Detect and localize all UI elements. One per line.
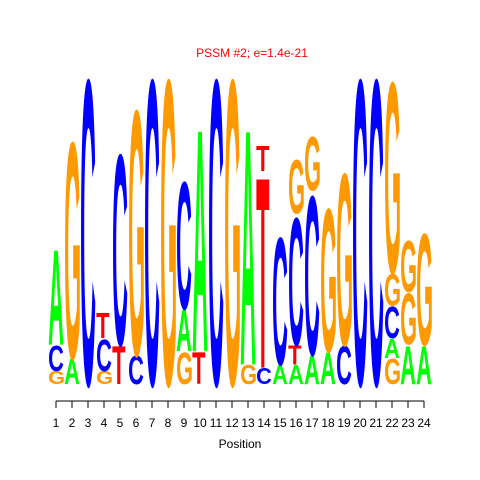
logo-letter-pos14-2: T — [256, 139, 270, 179]
logo-letter-pos11-0: C — [208, 0, 224, 477]
x-tick-label-22: 22 — [385, 416, 399, 430]
logo-letter-pos17-1: C — [304, 150, 320, 403]
x-tick-label-10: 10 — [193, 416, 207, 430]
logo-letter-pos2-0: A — [64, 352, 80, 392]
logo-letter-pos16-2: C — [288, 182, 304, 384]
x-tick-label-12: 12 — [225, 416, 239, 430]
x-tick-label-24: 24 — [417, 416, 431, 430]
logo-letter-pos10-1: A — [192, 62, 208, 419]
x-tick-label-15: 15 — [273, 416, 287, 430]
logo-letter-pos5-1: C — [112, 98, 128, 404]
logo-letter-pos16-3: G — [288, 145, 305, 231]
logo-letter-pos19-0: C — [336, 334, 352, 396]
x-tick-label-16: 16 — [289, 416, 303, 430]
logo-letter-pos9-1: A — [176, 299, 192, 364]
logo-letter-pos15-0: A — [272, 361, 288, 391]
logo-letter-pos15-1: C — [272, 201, 288, 403]
x-axis: 1 2 3 4 5 6 7 8 9 10 11 12 13 14 15 16 17 18 19 20 21 22 23 24 — [53, 400, 431, 430]
x-tick-label-5: 5 — [117, 416, 124, 430]
logo-letter-pos13-1: A — [240, 59, 256, 436]
x-tick-label-20: 20 — [353, 416, 367, 430]
logo-letter-pos7-0: C — [144, 0, 160, 477]
logo-letter-pos8-0: G — [160, 0, 177, 477]
logo-letter-pos13-0: G — [240, 361, 257, 391]
x-tick-label-8: 8 — [165, 416, 172, 430]
logo-letter-pos5-0: T — [112, 334, 125, 396]
logo-letter-pos22-4: G — [384, 26, 401, 332]
x-tick-label-2: 2 — [69, 416, 76, 430]
logo-letter-pos4-1: C — [96, 330, 112, 381]
logo-letter-pos23-0: A — [400, 334, 416, 396]
x-tick-label-23: 23 — [401, 416, 415, 430]
logo-letter-pos16-1: T — [288, 341, 301, 371]
logo-letter-pos17-0: A — [304, 347, 320, 393]
logo-letter-pos1-1: C — [48, 339, 64, 379]
x-tick-label-11: 11 — [210, 416, 223, 430]
logo-letter-pos21-0: C — [368, 0, 384, 477]
x-tick-label-19: 19 — [337, 416, 351, 430]
x-tick-label-13: 13 — [241, 416, 255, 430]
x-axis-label: Position — [219, 437, 262, 451]
logo-letter-pos24-1: G — [416, 202, 433, 380]
logo-letter-pos9-0: G — [176, 343, 193, 394]
logo-letter-pos16-0: A — [288, 361, 304, 391]
x-tick-label-4: 4 — [101, 416, 108, 430]
logo-letter-pos1-0: G — [48, 369, 65, 389]
logo-letter-pos23-2: G — [400, 227, 417, 308]
logo-letter-pos4-0: G — [96, 369, 113, 389]
logo-letter-pos19-1: G — [336, 123, 353, 398]
logo-letter-pos24-0: A — [416, 334, 432, 396]
logo-letter-pos20-0: C — [352, 0, 368, 477]
chart-title: PSSM #2; e=1.4e-21 — [196, 46, 308, 60]
logo-letter-pos17-2: G — [304, 122, 321, 208]
logo-letter-pos6-1: G — [128, 37, 145, 429]
logo-letter-pos18-1: G — [320, 166, 337, 395]
x-tick-label-7: 7 — [149, 416, 156, 430]
logo-letter-pos14-0: C — [256, 364, 272, 390]
logo-letter-pos4-2: T — [96, 307, 110, 347]
x-tick-label-3: 3 — [85, 416, 92, 430]
logo-letter-pos22-0: G — [384, 352, 401, 392]
x-tick-label-14: 14 — [257, 416, 271, 430]
logo-letter-pos2-1: G — [64, 77, 81, 424]
x-tick-label-18: 18 — [321, 416, 335, 430]
logo-letter-pos18-0: A — [320, 343, 336, 394]
logo-letter-pos3-0: C — [80, 0, 96, 477]
x-tick-label-21: 21 — [369, 416, 383, 430]
logo-letter-pos22-2: C — [384, 297, 400, 348]
logo-letter-pos10-0: T — [192, 343, 205, 394]
x-tick-label-9: 9 — [181, 416, 188, 430]
logo-letter-pos12-0: G — [224, 0, 241, 477]
logo-letter-pos22-1: A — [384, 335, 400, 365]
logo-letter-pos14-1: T — [256, 121, 269, 427]
logo-letter-pos1-2: A — [48, 220, 64, 374]
x-tick-label-1: 1 — [53, 416, 60, 430]
logo-letter-pos22-3: G — [384, 264, 401, 315]
x-tick-label-17: 17 — [305, 416, 319, 430]
x-tick-label-6: 6 — [133, 416, 140, 430]
logo-letter-pos6-0: C — [128, 347, 144, 393]
logo-letter-pos9-2: C — [176, 146, 192, 348]
logo-letter-pos23-1: G — [400, 280, 417, 361]
